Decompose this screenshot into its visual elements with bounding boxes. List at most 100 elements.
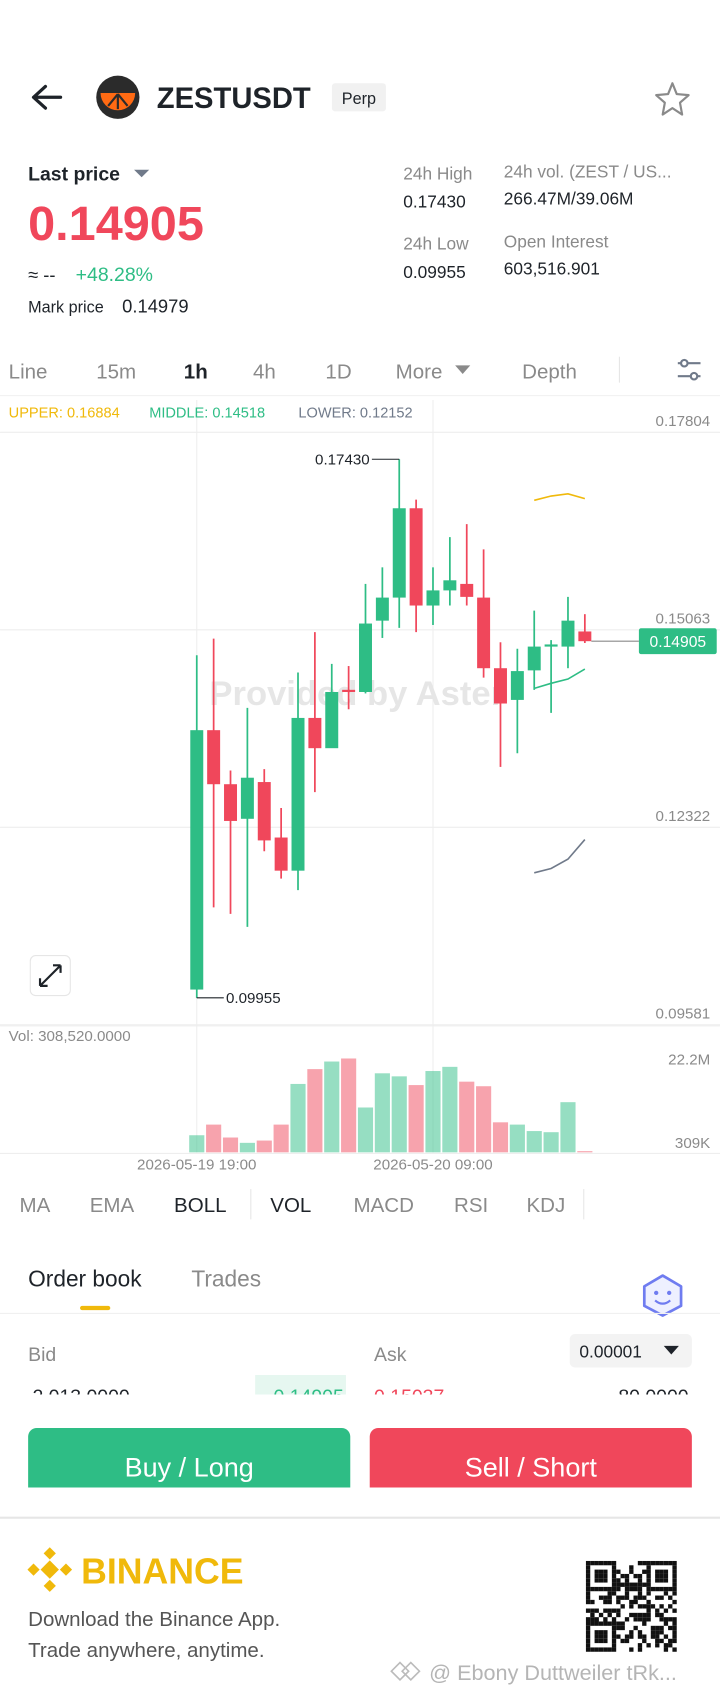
qr-cell [624,1595,630,1600]
qr-cell [598,1586,604,1592]
qr-cell [611,1630,617,1635]
qr-cell [637,1630,643,1635]
mark-price: 0.14979 [122,295,188,316]
qr-cell [672,1591,677,1596]
qr-cell [650,1630,656,1635]
qr-cell [637,1591,643,1596]
qr-cell [616,1586,621,1592]
interval-tab[interactable]: Depth [522,360,577,383]
qr-cell [633,1599,638,1605]
qr-cell [663,1608,669,1613]
qr-cell [646,1578,651,1583]
qr-cell [607,1591,612,1596]
trades-tab[interactable]: Trades [191,1265,261,1291]
interval-tab[interactable]: More [396,360,443,383]
interval-tab[interactable]: 4h [253,360,276,383]
qr-cell [655,1638,660,1644]
candle-body [409,508,423,606]
volume-bar [256,1140,272,1153]
high-value: 0.17430 [403,192,465,212]
qr-cell [663,1569,669,1574]
indicator-tab[interactable]: MACD [354,1194,414,1217]
qr-cell [642,1621,647,1626]
qr-cell [659,1612,664,1618]
qr-cell [672,1586,677,1592]
candle-body [240,777,254,819]
qr-cell [646,1582,651,1587]
qr-cell [672,1630,677,1635]
indicator-tab[interactable]: VOL [270,1194,311,1217]
interval-tab[interactable]: Line [9,360,48,383]
qr-cell [607,1608,612,1613]
qr-cell [642,1634,647,1639]
qr-cell [642,1604,647,1609]
qr-cell [646,1569,651,1574]
brand: BINANCE [81,1552,243,1592]
volume-tick-label: 309K [675,1135,710,1152]
qr-cell [642,1560,647,1566]
badge-bg [331,83,386,112]
candle-body [544,644,558,647]
qr-cell [637,1595,643,1600]
qr-cell [642,1569,647,1574]
orderbook-tab[interactable]: Order book [28,1265,142,1291]
qr-cell [594,1573,599,1579]
qr-cell [585,1586,591,1592]
qr-cell [659,1560,664,1566]
buy-label: Buy / Long [125,1453,254,1483]
favorite-star[interactable] [655,82,690,116]
x-tick-label: 2026-05-19 19:00 [137,1157,256,1174]
qr-cell [598,1560,604,1566]
buy-button[interactable] [28,1427,351,1497]
footer-line: Download the Binance App. [28,1608,280,1631]
back-button[interactable] [31,84,63,110]
qr-cell [642,1617,647,1622]
candle-body [224,784,238,821]
candle-body [493,668,507,704]
qr-cell [585,1647,591,1652]
qr-cell [663,1647,669,1652]
y-tick-label: 0.17804 [656,413,711,430]
precision-select[interactable] [569,1333,692,1368]
sell-button[interactable] [369,1427,692,1497]
candle-body [477,597,491,669]
qr-cell [611,1569,617,1574]
qr-cell [624,1578,630,1583]
expand-button[interactable] [29,955,71,997]
indicator-tab[interactable]: MA [19,1194,50,1217]
qr-cell [629,1565,634,1570]
indicator-tabs: MA EMA BOLL VOL MACD RSI KDJ [19,1194,565,1217]
qr-cell [655,1586,660,1592]
assistant-icon[interactable] [642,1274,683,1317]
qr-cell [611,1638,617,1644]
dropdown-arrow [455,365,471,375]
interval-tab[interactable]: 1h [184,360,208,383]
qr-cell [659,1595,664,1600]
indicator-tab[interactable]: EMA [90,1194,135,1217]
volume-bar [543,1132,559,1153]
indicator-tab[interactable]: KDJ [526,1194,565,1217]
qr-cell [611,1647,617,1652]
volume-bar [459,1081,475,1153]
qr-cell [616,1582,621,1587]
qr-cell [668,1625,673,1631]
qr-cell [659,1630,664,1635]
qr-cell [607,1595,612,1600]
interval-tab[interactable]: 1D [325,360,351,383]
candle-body [274,837,288,871]
qr-cell [663,1621,669,1626]
indicator-label: UPPER: 0.16884 [9,405,120,421]
indicator-tab[interactable]: RSI [454,1194,488,1217]
badge: Perp [342,90,376,108]
dropdown-arrow[interactable] [134,169,150,178]
indicator-tab[interactable]: BOLL [174,1194,226,1217]
qr-cell [611,1560,617,1566]
qr-cell [603,1647,608,1652]
qr-cell [655,1595,660,1600]
chart-settings[interactable] [677,358,701,381]
bid-label: Bid [28,1344,56,1366]
qr-cell [637,1582,643,1587]
qr-cell [585,1608,591,1613]
interval-tab[interactable]: 15m [96,360,136,383]
open-interest-label: Open Interest [504,232,609,252]
